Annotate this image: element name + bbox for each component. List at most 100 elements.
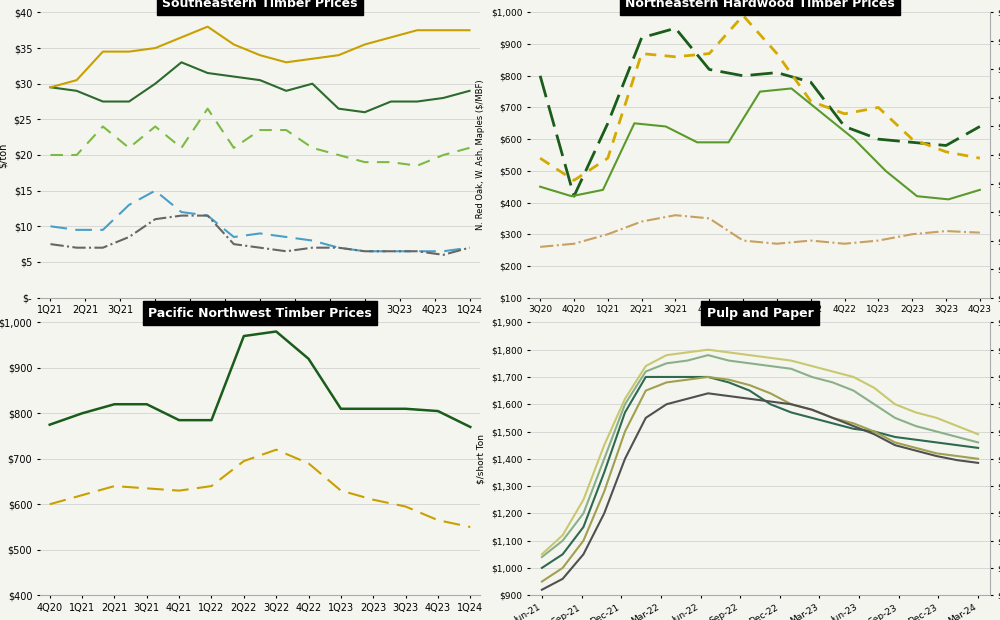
NBSK <box>910 409 922 416</box>
Bleached Kraft <box>598 469 610 476</box>
Soft Maple <box>597 186 609 193</box>
Douglas-Fir, Sawmill #2 <box>432 407 444 415</box>
Hardwood Sawtimber <box>437 27 449 34</box>
Pine Sawtimber <box>464 87 476 94</box>
Uncoated Paper <box>557 575 569 583</box>
Fluff Pulp <box>619 401 631 408</box>
Douglas-Fir, Sawmill #2 <box>367 405 379 412</box>
Pine Sawtimber <box>333 105 345 112</box>
Hardwood Pulpwood <box>280 247 292 255</box>
NBSK <box>764 354 776 361</box>
NBSK <box>972 430 984 438</box>
Pine Pulpwood <box>464 244 476 251</box>
Coated Paper <box>931 450 943 457</box>
Bleached Kraft <box>577 523 589 531</box>
Text: Source: Pennsylvania Woodlands Timber Market Report - Northwest Region: Source: Pennsylvania Woodlands Timber Ma… <box>530 399 847 408</box>
White Ash <box>669 211 681 219</box>
Line: Whitewoods: Whitewoods <box>50 450 470 527</box>
N. Red Oak <box>636 34 648 42</box>
Bleached Kraft <box>744 387 756 394</box>
N. Red Oak <box>602 120 614 127</box>
N. Red Oak <box>974 123 986 130</box>
Hardwood Pulpwood <box>175 212 187 219</box>
Fluff Pulp <box>557 537 569 544</box>
Hardwood Pulpwood <box>385 247 397 255</box>
Douglas-Fir, Sawmill #2 <box>464 423 476 431</box>
Coated Paper <box>951 453 963 460</box>
Whitewoods <box>335 487 347 494</box>
Fluff Pulp <box>868 401 880 408</box>
Soft Maple <box>974 186 986 193</box>
Black Cherry <box>602 383 614 391</box>
NBSK <box>827 368 839 375</box>
Chip n Saw <box>437 151 449 159</box>
Hardwood Pulpwood <box>228 241 240 248</box>
Pine Pulpwood <box>280 233 292 241</box>
Coated Paper <box>661 379 673 386</box>
Hardwood Sawtimber <box>385 33 397 41</box>
Fluff Pulp <box>910 422 922 430</box>
Pine Sawtimber <box>254 76 266 84</box>
Whitewoods <box>238 458 250 465</box>
Chip n Saw <box>44 151 56 159</box>
Uncoated Paper <box>931 453 943 460</box>
Y-axis label: $/short Ton: $/short Ton <box>476 434 485 484</box>
Douglas-Fir, Sawmill #2 <box>205 417 217 424</box>
Bleached Kraft <box>640 373 652 381</box>
Uncoated Paper <box>868 430 880 438</box>
Coated Paper <box>827 414 839 422</box>
Hard Maple <box>737 12 749 19</box>
White Ash <box>839 240 851 247</box>
Bleached Kraft <box>931 439 943 446</box>
Fluff Pulp <box>889 414 901 422</box>
Soft Maple <box>628 120 640 127</box>
Whitewoods <box>76 492 88 499</box>
Pine Sawtimber <box>44 84 56 91</box>
Soft Maple <box>660 123 672 130</box>
Bleached Kraft <box>847 425 859 433</box>
Uncoated Paper <box>972 459 984 467</box>
Hardwood Sawtimber <box>306 55 318 63</box>
Line: Coated Paper: Coated Paper <box>542 377 978 582</box>
Uncoated Paper <box>910 447 922 454</box>
Pine Pulpwood <box>71 226 83 234</box>
Hard Maple <box>636 50 648 57</box>
Hardwood Sawtimber <box>44 84 56 91</box>
Pine Pulpwood <box>44 223 56 230</box>
Hardwood Pulpwood <box>411 247 423 255</box>
Line: Uncoated Paper: Uncoated Paper <box>542 393 978 590</box>
White Ash <box>906 231 918 238</box>
Whitewoods <box>141 485 153 492</box>
N. Red Oak <box>534 72 546 79</box>
Chip n Saw <box>464 144 476 152</box>
Hardwood Pulpwood <box>437 251 449 259</box>
Fluff Pulp <box>702 352 714 359</box>
Hardwood Sawtimber <box>464 27 476 34</box>
N. Red Oak <box>940 142 952 149</box>
N. Red Oak <box>906 139 918 146</box>
White Ash <box>805 237 817 244</box>
Legend: Pine Sawtimber, Chip n Saw, Hardwood Sawtimber, Pine Pulpwood, Hardwood Pulpwood: Pine Sawtimber, Chip n Saw, Hardwood Saw… <box>137 331 383 373</box>
Black Cherry <box>669 311 681 319</box>
Uncoated Paper <box>744 395 756 402</box>
Pine Pulpwood <box>306 237 318 244</box>
Soft Maple <box>723 139 735 146</box>
Coated Paper <box>889 439 901 446</box>
Legend: N. Red Oak, White Ash, Hard Maple, Soft Maple, Black Cherry: N. Red Oak, White Ash, Hard Maple, Soft … <box>642 352 878 379</box>
Uncoated Paper <box>702 389 714 397</box>
Fluff Pulp <box>598 455 610 463</box>
Uncoated Paper <box>681 395 693 402</box>
Title: Northeastern Hardwood Timber Prices: Northeastern Hardwood Timber Prices <box>625 0 895 10</box>
Uncoated Paper <box>661 401 673 408</box>
Pine Pulpwood <box>437 247 449 255</box>
Title: Pacific Northwest Timber Prices: Pacific Northwest Timber Prices <box>148 307 372 320</box>
Pine Pulpwood <box>123 201 135 208</box>
Pine Pulpwood <box>254 229 266 237</box>
Hardwood Sawtimber <box>202 23 214 30</box>
Bleached Kraft <box>910 436 922 443</box>
NBSK <box>702 346 714 353</box>
White Ash <box>771 240 783 247</box>
Coated Paper <box>557 564 569 572</box>
N. Red Oak <box>669 25 681 32</box>
Pine Sawtimber <box>359 108 371 116</box>
